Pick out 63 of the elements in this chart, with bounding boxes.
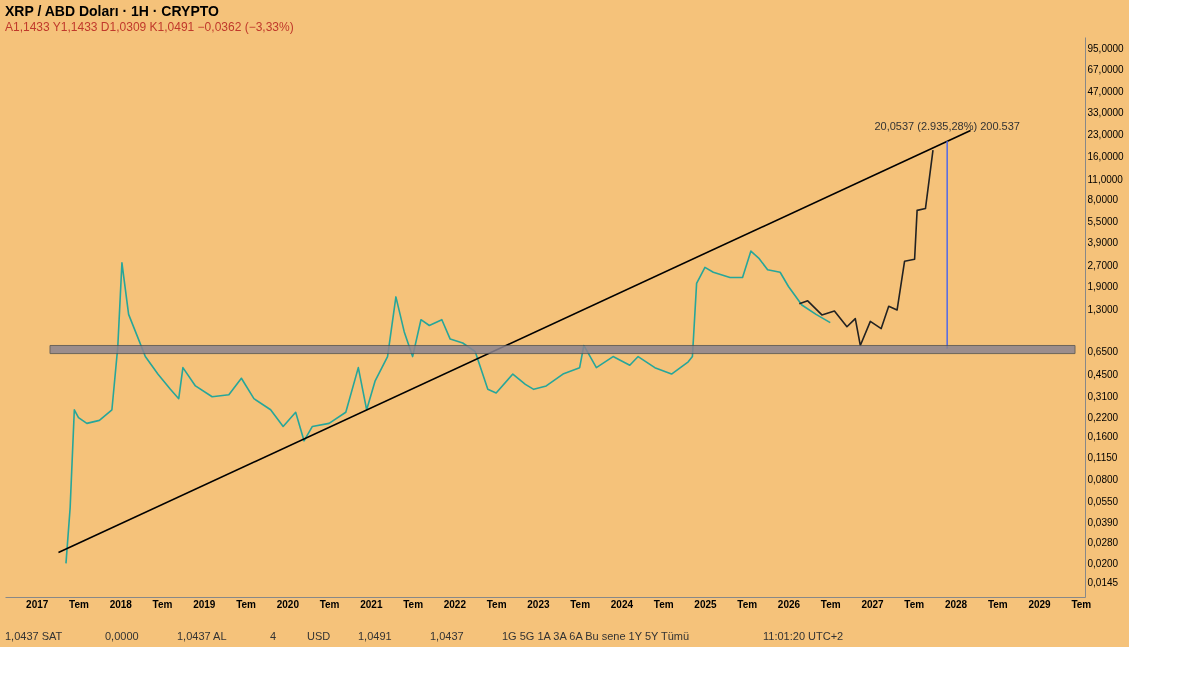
x-tick-label: 2021 [360, 598, 383, 610]
y-tick-label: 23,0000 [1087, 129, 1125, 141]
y-tick-label: 1,9000 [1087, 280, 1119, 292]
y-tick-label: 95,0000 [1087, 43, 1125, 55]
x-tick-label: Tem [987, 598, 1008, 610]
y-tick-label: 8,0000 [1087, 193, 1119, 205]
x-tick-label: Tem [486, 598, 507, 610]
y-tick-label: 0,0550 [1087, 496, 1119, 508]
x-tick-label: 2025 [694, 598, 718, 610]
y-tick-label: 0,1600 [1087, 431, 1119, 443]
text: 1,0437 [430, 630, 464, 642]
x-tick-label: 2023 [527, 598, 550, 610]
x-tick-label: Tem [904, 598, 925, 610]
text: 0,0000 [105, 630, 139, 642]
y-tick-label: 16,0000 [1087, 151, 1125, 163]
y-tick-label: 0,3100 [1087, 391, 1119, 403]
x-tick-label: Tem [69, 598, 90, 610]
y-tick-label: 0,0200 [1087, 557, 1119, 569]
x-tick-label: 2028 [944, 598, 968, 610]
y-tick-label: 47,0000 [1087, 85, 1125, 97]
x-tick-label: 2017 [26, 598, 49, 610]
x-tick-label: Tem [653, 598, 674, 610]
y-tick-label: 0,4500 [1087, 368, 1119, 380]
text: 1,0437 SAT [5, 630, 63, 642]
text: 11:01:20 UTC+2 [763, 630, 844, 642]
y-tick-label: 0,0280 [1087, 537, 1119, 549]
x-tick-label: Tem [236, 598, 257, 610]
chart-subtitle: A1,1433 Y1,1433 D1,0309 K1,0491 −0,0362 (−3,33%) [5, 20, 294, 34]
x-tick-label: 2019 [193, 598, 216, 610]
y-tick-label: 0,6500 [1087, 346, 1119, 358]
y-tick-label: 5,5000 [1087, 216, 1119, 228]
y-tick-label: 0,1150 [1087, 451, 1118, 463]
y-tick-label: 0,0390 [1087, 517, 1119, 529]
x-tick-label: 2024 [610, 598, 634, 610]
annotation: 20,0537 (2.935,28%) 200.537 [874, 120, 1020, 133]
y-tick-label: 2,7000 [1087, 259, 1119, 271]
y-tick-label: 0,0145 [1087, 577, 1119, 589]
text: 1,0437 AL [177, 630, 227, 642]
y-tick-label: 11,0000 [1087, 174, 1124, 186]
x-tick-label: 2020 [276, 598, 300, 610]
y-tick-label: 0,0800 [1087, 473, 1119, 485]
x-tick-label: Tem [737, 598, 758, 610]
y-tick-label: 1,3000 [1087, 304, 1119, 316]
chart-title: XRP / ABD Doları · 1H · CRYPTO [5, 3, 220, 19]
x-tick-label: 2029 [1028, 598, 1052, 610]
text: 1G 5G 1A 3A 6A Bu sene 1Y 5Y Tümü [502, 630, 690, 642]
text: 1,0491 [358, 630, 392, 642]
x-tick-label: Tem [1071, 598, 1092, 610]
x-tick-label: Tem [403, 598, 424, 610]
x-tick-label: Tem [820, 598, 841, 610]
text: USD [307, 630, 331, 642]
x-tick-label: 2022 [443, 598, 467, 610]
x-tick-label: 2027 [861, 598, 885, 610]
x-tick-label: Tem [152, 598, 173, 610]
x-tick-label: Tem [570, 598, 591, 610]
y-tick-label: 0,2200 [1087, 412, 1119, 424]
y-tick-label: 67,0000 [1087, 64, 1125, 76]
y-tick-label: 33,0000 [1087, 107, 1125, 119]
x-tick-label: 2018 [109, 598, 133, 610]
y-tick-label: 3,9000 [1087, 237, 1119, 249]
x-tick-label: Tem [319, 598, 340, 610]
x-tick-label: 2026 [777, 598, 801, 610]
text: 4 [270, 630, 277, 642]
